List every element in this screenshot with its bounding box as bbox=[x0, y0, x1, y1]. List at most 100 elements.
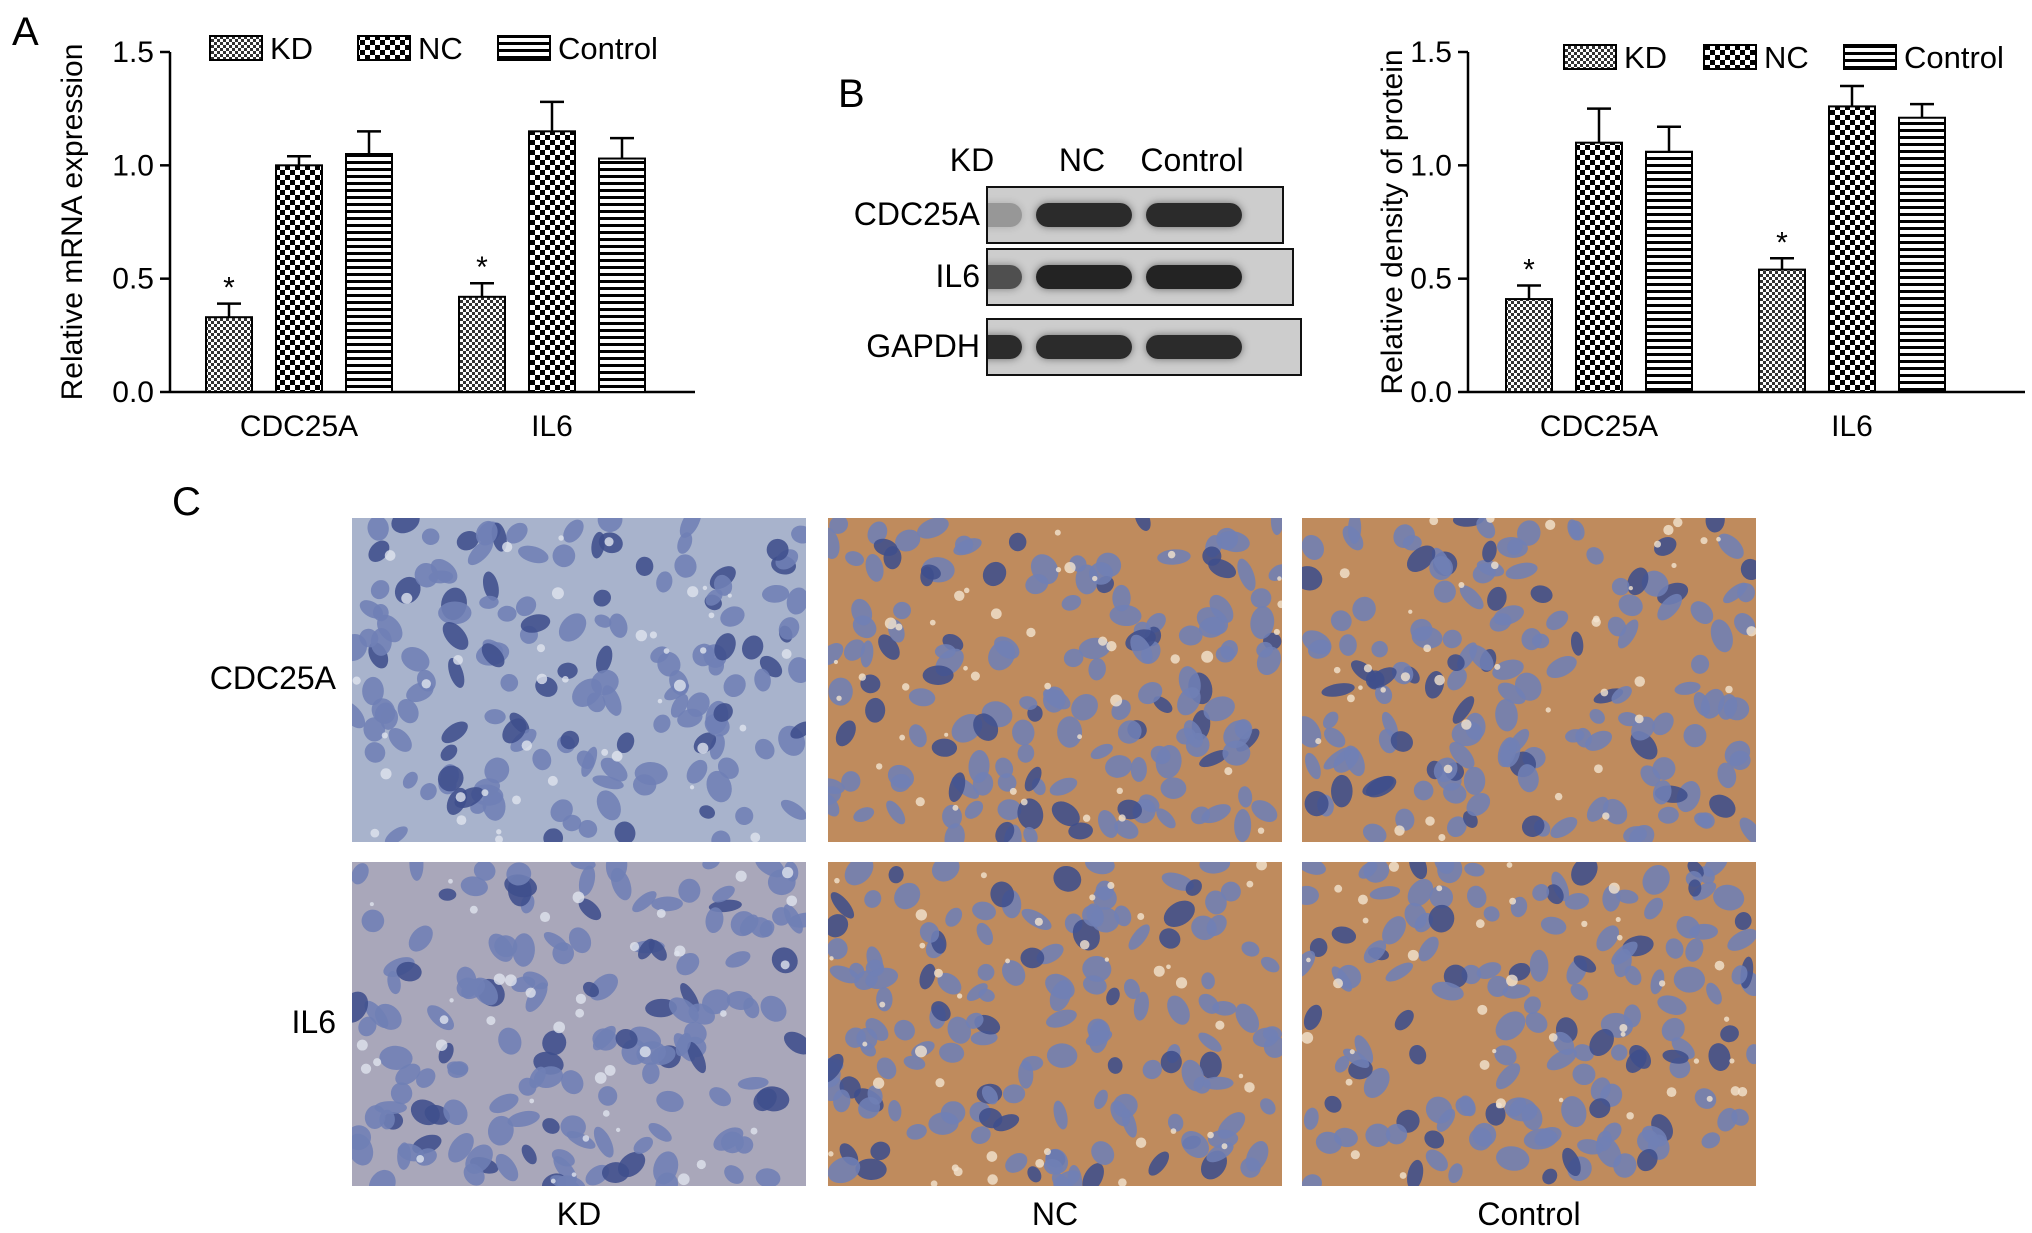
cell-nucleus bbox=[709, 1087, 732, 1107]
cell-nucleus bbox=[1521, 815, 1545, 837]
cell-nucleus bbox=[1324, 1095, 1342, 1113]
tissue-space bbox=[1628, 586, 1633, 591]
cell-nucleus bbox=[726, 991, 754, 1010]
cell-nucleus bbox=[352, 700, 366, 729]
tissue-space bbox=[957, 993, 963, 999]
cell-nucleus bbox=[390, 1082, 413, 1105]
cell-nucleus bbox=[1020, 947, 1045, 969]
cell-nucleus bbox=[616, 732, 635, 754]
x-tick-label: CDC25A bbox=[1540, 410, 1658, 443]
cell-nucleus bbox=[1472, 563, 1496, 584]
cell-nucleus bbox=[828, 1156, 861, 1184]
cell-nucleus bbox=[596, 790, 621, 821]
tissue-space bbox=[439, 1015, 449, 1025]
cell-nucleus bbox=[865, 553, 884, 582]
cell-nucleus bbox=[977, 963, 995, 981]
tissue-space bbox=[1333, 666, 1341, 674]
cell-nucleus bbox=[1198, 993, 1220, 1014]
cell-nucleus bbox=[1590, 1077, 1611, 1102]
tissue-space bbox=[963, 587, 970, 594]
tissue-space bbox=[1170, 1128, 1177, 1134]
cell-nucleus bbox=[1071, 693, 1098, 721]
tissue-space bbox=[1634, 714, 1644, 724]
ihc-column-label: Control bbox=[1477, 1196, 1581, 1232]
cell-nucleus bbox=[997, 799, 1022, 821]
cell-nucleus bbox=[1348, 518, 1362, 544]
tissue-space bbox=[829, 956, 834, 961]
tissue-space bbox=[1347, 694, 1355, 703]
cell-nucleus bbox=[1302, 534, 1324, 560]
y-tick-label: 1.0 bbox=[1410, 149, 1452, 182]
bar bbox=[1758, 268, 1806, 394]
cell-nucleus bbox=[1507, 538, 1523, 555]
cell-nucleus bbox=[1082, 955, 1112, 982]
cell-nucleus bbox=[368, 540, 390, 562]
tissue-space bbox=[1673, 518, 1683, 528]
tissue-space bbox=[935, 1078, 945, 1088]
cell-nucleus bbox=[1746, 1044, 1756, 1065]
cell-nucleus bbox=[1540, 916, 1567, 935]
cell-nucleus bbox=[1019, 696, 1038, 710]
cell-nucleus bbox=[1464, 862, 1485, 877]
cell-nucleus bbox=[937, 972, 962, 995]
cell-nucleus bbox=[1434, 862, 1455, 874]
cell-nucleus bbox=[633, 1136, 654, 1154]
cell-nucleus bbox=[1701, 1132, 1721, 1149]
cell-nucleus bbox=[702, 989, 731, 1015]
tissue-space bbox=[455, 792, 466, 803]
cell-nucleus bbox=[1623, 1004, 1641, 1028]
cell-nucleus bbox=[384, 826, 408, 842]
tissue-space bbox=[1429, 518, 1439, 526]
cell-nucleus bbox=[1570, 631, 1584, 656]
cell-nucleus bbox=[364, 1000, 389, 1029]
cell-nucleus bbox=[829, 965, 860, 984]
cell-nucleus bbox=[1090, 743, 1113, 760]
cell-nucleus bbox=[1043, 686, 1066, 713]
cell-nucleus bbox=[725, 951, 751, 968]
cell-nucleus bbox=[867, 521, 888, 545]
cell-nucleus bbox=[1708, 1043, 1731, 1071]
y-tick-label: 1.0 bbox=[112, 149, 154, 182]
cell-nucleus bbox=[1692, 881, 1717, 901]
tissue-space bbox=[639, 1046, 651, 1058]
cell-nucleus bbox=[615, 1029, 638, 1049]
cell-nucleus bbox=[1515, 672, 1542, 701]
tissue-space bbox=[1256, 862, 1267, 871]
blot-strip bbox=[986, 318, 1302, 376]
cell-nucleus bbox=[1546, 610, 1569, 631]
tissue-space bbox=[1554, 792, 1563, 801]
tissue-space bbox=[929, 619, 936, 626]
cell-nucleus bbox=[1002, 1084, 1026, 1104]
cell-nucleus bbox=[497, 605, 517, 622]
tissue-space bbox=[782, 867, 794, 879]
cell-nucleus bbox=[981, 1085, 998, 1105]
cell-nucleus bbox=[676, 952, 700, 976]
cell-nucleus bbox=[1201, 972, 1215, 990]
cell-nucleus bbox=[1268, 564, 1282, 581]
tissue-space bbox=[1434, 674, 1445, 686]
cell-nucleus bbox=[1307, 639, 1332, 659]
tissue-space bbox=[930, 1180, 938, 1186]
cell-nucleus bbox=[1161, 872, 1194, 891]
cell-nucleus bbox=[1406, 545, 1436, 572]
tissue-space bbox=[677, 1173, 690, 1186]
cell-nucleus bbox=[364, 1105, 386, 1129]
tissue-space bbox=[1506, 862, 1513, 868]
cell-nucleus bbox=[720, 606, 745, 627]
cell-nucleus bbox=[1671, 1037, 1695, 1059]
tissue-space bbox=[1104, 957, 1110, 962]
cell-nucleus bbox=[1110, 1100, 1130, 1127]
tissue-space bbox=[953, 1167, 963, 1177]
cell-nucleus bbox=[890, 773, 911, 793]
cell-nucleus bbox=[448, 657, 465, 688]
tissue-space bbox=[727, 593, 732, 598]
tissue-space bbox=[750, 1127, 758, 1135]
cell-nucleus bbox=[1072, 919, 1100, 951]
legend-swatch bbox=[1563, 44, 1617, 70]
cell-nucleus bbox=[1521, 1103, 1543, 1131]
tissue-space bbox=[582, 1135, 590, 1142]
cell-nucleus bbox=[1302, 1174, 1322, 1186]
tissue-space bbox=[735, 870, 747, 882]
cell-nucleus bbox=[735, 806, 754, 826]
cell-nucleus bbox=[1017, 744, 1035, 763]
